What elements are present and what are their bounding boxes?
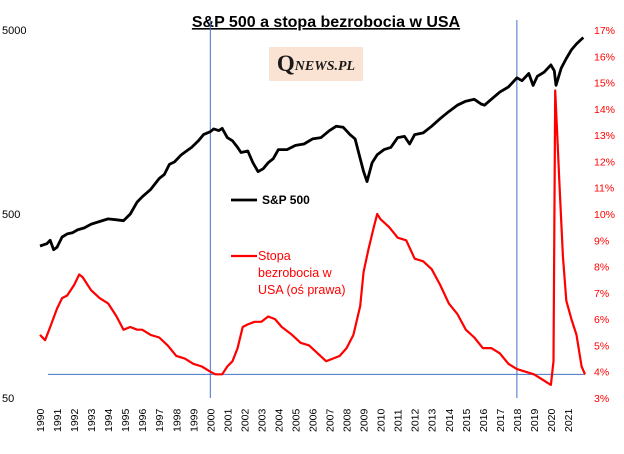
x-tick-label: 1991	[52, 408, 64, 432]
x-tick-label: 2011	[393, 409, 405, 432]
x-tick-label: 2001	[222, 408, 234, 432]
x-tick-label: 2016	[478, 408, 490, 432]
y-right-tick-label: 3%	[594, 393, 609, 405]
x-tick-label: 2013	[427, 408, 439, 432]
legend-unemployment-label: USA (oś prawa)	[258, 283, 346, 297]
x-tick-label: 1998	[171, 408, 183, 432]
x-tick-label: 2008	[342, 408, 354, 432]
watermark-q: Q	[276, 51, 295, 76]
y-left-tick-label: 500	[2, 209, 20, 221]
legend-sp500-label: S&P 500	[262, 193, 310, 207]
y-right-tick-label: 4%	[594, 367, 609, 379]
x-tick-label: 2014	[444, 408, 456, 432]
x-tick-label: 2010	[376, 408, 388, 432]
sp500-series-line	[39, 36, 585, 252]
x-tick-label: 1995	[120, 408, 132, 432]
y-right-tick-label: 8%	[594, 262, 609, 274]
y-right-tick-label: 13%	[594, 130, 615, 142]
x-tick-label: 2012	[410, 408, 422, 432]
y-right-tick-label: 9%	[594, 235, 609, 247]
x-tick-label: 2007	[325, 408, 337, 432]
y-right-tick-label: 11%	[594, 183, 614, 195]
x-tick-label: 2021	[563, 408, 575, 432]
x-tick-label: 1994	[103, 408, 115, 432]
x-tick-label: 1992	[69, 408, 81, 432]
unemployment-series-line	[39, 89, 587, 386]
y-right-tick-label: 16%	[594, 51, 615, 63]
watermark-text: NEWS.PL	[294, 58, 356, 74]
x-tick-label: 2017	[495, 408, 507, 432]
x-tick-label: 1999	[188, 408, 200, 432]
x-tick-label: 1996	[137, 408, 149, 432]
y-right-tick-label: 15%	[594, 78, 615, 90]
x-tick-label: 2020	[546, 408, 558, 432]
y-right-tick-label: 10%	[594, 209, 615, 221]
x-tick-label: 1993	[86, 408, 98, 432]
x-tick-label: 2002	[239, 408, 251, 432]
x-tick-label: 2003	[256, 408, 268, 432]
x-tick-label: 1990	[35, 408, 47, 432]
y-right-tick-label: 5%	[594, 340, 609, 352]
y-left-tick-label: 5000	[2, 25, 26, 37]
qnews-watermark: Q NEWS.PL	[269, 47, 363, 81]
x-tick-label: 2006	[308, 408, 320, 432]
y-left-tick-label: 50	[2, 393, 14, 405]
legend-unemployment-label: bezrobocia w	[258, 266, 333, 280]
x-tick-label: 2004	[273, 408, 285, 432]
y-right-tick-label: 14%	[594, 104, 615, 116]
y-right-tick-label: 12%	[594, 156, 615, 168]
legend-unemployment-label: Stopa	[258, 249, 291, 263]
y-right-tick-label: 7%	[594, 288, 609, 300]
x-tick-label: 2015	[461, 408, 473, 432]
x-tick-label: 1997	[154, 408, 166, 432]
x-tick-label: 2019	[529, 408, 541, 432]
x-tick-label: 2009	[359, 408, 371, 432]
x-tick-label: 2005	[290, 408, 302, 432]
chart-title: S&P 500 a stopa bezrobocia w USA	[192, 14, 461, 31]
x-tick-label: 2018	[512, 408, 524, 432]
y-right-tick-label: 6%	[594, 314, 609, 326]
x-tick-label: 2000	[205, 408, 217, 432]
y-right-tick-label: 17%	[594, 25, 615, 37]
